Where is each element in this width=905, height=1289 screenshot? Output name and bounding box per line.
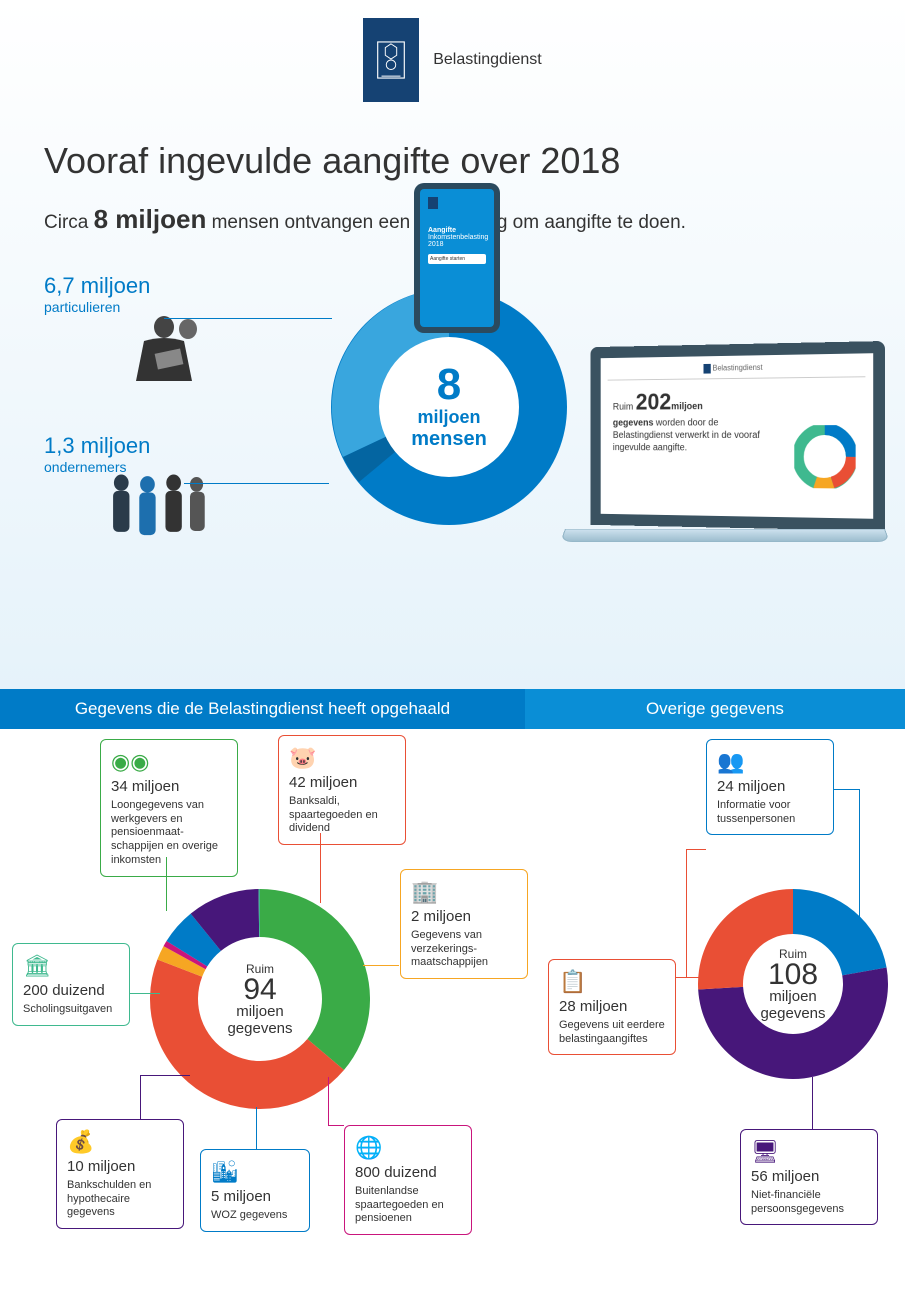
- detail-section: Ruim 94 miljoen gegevens ◉◉ 34 miljoen L…: [0, 729, 905, 1289]
- card-persoonsgegevens: 🖥 56 miljoen Niet-financiële persoonsgeg…: [740, 1129, 878, 1225]
- card-woz: 🏙 5 miljoen WOZ gegevens: [200, 1149, 310, 1232]
- people-sitting-icon: [114, 303, 234, 393]
- people-standing-icon: [94, 468, 214, 558]
- building-icon: 🏢: [411, 878, 517, 904]
- moneybag-icon: 💰: [67, 1128, 173, 1154]
- card-schulden: 💰 10 miljoen Bankschulden en hypothecair…: [56, 1119, 184, 1229]
- hero-diagram: 6,7 miljoen particulieren 1,3 miljoen on…: [44, 263, 861, 683]
- people-icon: 👥: [717, 748, 823, 774]
- card-buitenland: 🌐 800 duizend Buitenlandse spaartegoeden…: [344, 1125, 472, 1235]
- monitor-icon: 🖥: [751, 1138, 867, 1164]
- card-eerdere-aangiftes: 📋 28 miljoen Gegevens uit eerdere belast…: [548, 959, 676, 1055]
- card-verzekering: 🏢 2 miljoen Gegevens van verzekerings­ma…: [400, 869, 528, 979]
- laptop-mini-donut: [794, 425, 855, 489]
- card-bank: 🐷 42 miljoen Banksaldi, spaartegoeden en…: [278, 735, 406, 845]
- section-title-right: Overige gegevens: [525, 689, 905, 729]
- globe-icon: 🌐: [355, 1134, 461, 1160]
- section-title-bar: Gegevens die de Belastingdienst heeft op…: [0, 689, 905, 729]
- card-loon: ◉◉ 34 miljoen Loongegevens van werkgever…: [100, 739, 238, 877]
- building2-icon: 🏙: [211, 1158, 299, 1184]
- section-title-left: Gegevens die de Belastingdienst heeft op…: [0, 689, 525, 729]
- card-scholing: 🏛 200 duizend Scholingsuitgaven: [12, 943, 130, 1026]
- card-tussenpersonen: 👥 24 miljoen Informatie voor tussenperso…: [706, 739, 834, 835]
- brand-name: Belastingdienst: [433, 51, 542, 69]
- school-icon: 🏛: [23, 952, 119, 978]
- laptop-illustration: Belastingdienst Ruim 202miljoen gegevens…: [565, 341, 885, 551]
- piggy-icon: 🐷: [289, 744, 395, 770]
- brand-logo: [363, 18, 419, 102]
- coins-icon: ◉◉: [111, 748, 227, 774]
- clipboard-icon: 📋: [559, 968, 665, 994]
- page-title: Vooraf ingevulde aangifte over 2018: [44, 140, 861, 182]
- connector-line: [164, 318, 332, 319]
- phone-illustration: Aangifte Inkomstenbelasting 2018 Aangift…: [414, 183, 500, 333]
- header: Belastingdienst: [0, 0, 905, 120]
- connector-line: [184, 483, 329, 484]
